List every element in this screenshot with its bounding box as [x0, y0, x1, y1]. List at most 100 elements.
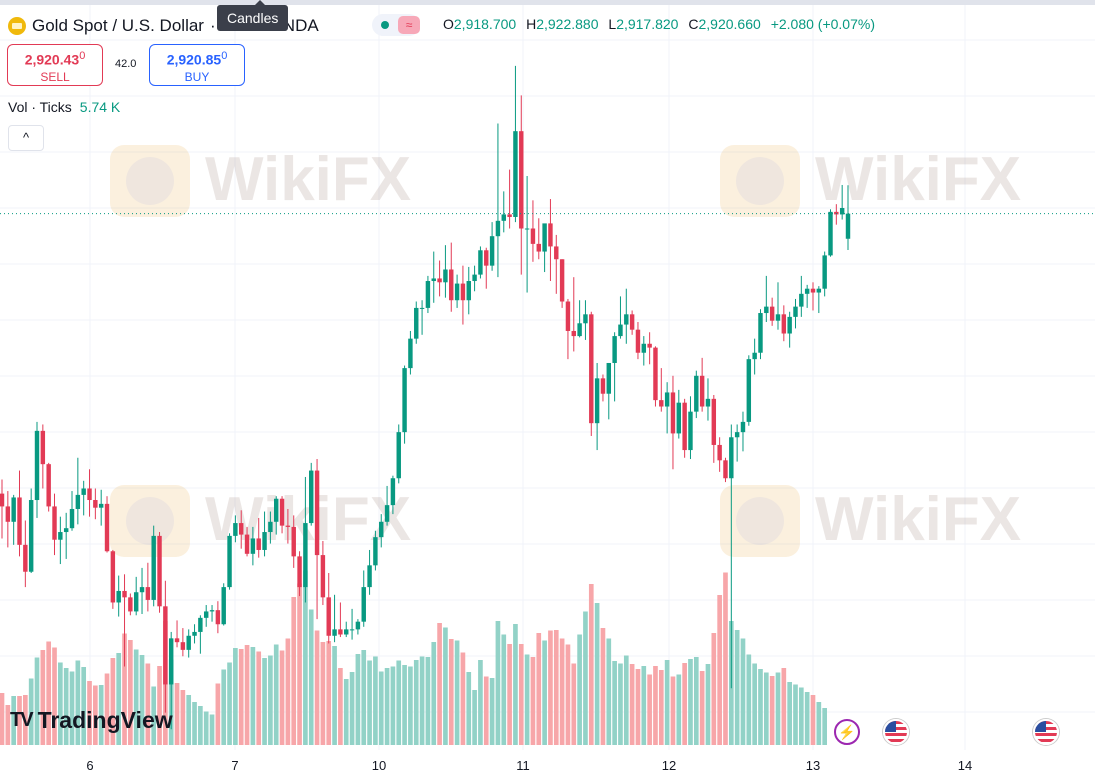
sell-button[interactable]: 2,920.430 SELL: [7, 44, 103, 86]
volume-bar: [215, 683, 221, 745]
candle-body: [717, 444, 722, 461]
x-tick-label: 11: [516, 758, 530, 773]
candle-body: [524, 228, 530, 230]
volume-bar: [203, 711, 209, 745]
volume-bar: [367, 660, 372, 745]
candle-body: [414, 307, 419, 339]
volume-bar: [87, 681, 92, 745]
brand-name: TradingView: [37, 707, 173, 733]
tradingview-logo[interactable]: TV TradingView: [10, 707, 173, 734]
volume-bar: [542, 640, 547, 745]
candle-body: [285, 525, 291, 527]
volume-bar: [711, 633, 717, 745]
x-tick-label: 13: [805, 758, 821, 773]
open-value: 2,918.700: [453, 16, 517, 32]
candle-body: [443, 269, 448, 283]
wikifx-watermark: WikiFX: [720, 485, 1021, 557]
volume-bar: [647, 674, 652, 745]
svg-text:WikiFX: WikiFX: [815, 485, 1021, 554]
candle-body: [314, 470, 320, 556]
volume-bar: [460, 652, 466, 745]
candle-body: [758, 313, 763, 353]
volume-bar: [192, 702, 197, 745]
candle-body: [828, 211, 833, 256]
candle-body: [151, 535, 156, 600]
candle-body: [816, 288, 822, 293]
candle-body: [501, 214, 506, 221]
candle-body: [390, 478, 396, 506]
candle-body: [781, 314, 787, 334]
candle-body: [104, 503, 110, 552]
candle-body: [530, 228, 536, 244]
volume-bar: [472, 690, 477, 745]
candle-body: [186, 635, 191, 650]
candle-body: [734, 432, 740, 438]
low-value: 2,917.820: [616, 16, 679, 32]
volume-bar: [787, 682, 792, 745]
volume-bar: [256, 651, 262, 745]
candle-body: [577, 323, 582, 337]
volume-bar: [145, 663, 151, 745]
candle-body: [198, 617, 203, 632]
market-status[interactable]: ≈: [372, 14, 420, 36]
volume-bar: [781, 668, 787, 745]
volume-label: Vol · Ticks: [8, 99, 72, 115]
us-flag-event-icon[interactable]: [883, 719, 909, 745]
x-tick-label: 6: [86, 758, 94, 773]
collapse-legend-button[interactable]: ^: [8, 125, 44, 151]
candle-body: [268, 521, 273, 533]
buy-price: 2,920.850: [166, 50, 228, 68]
buy-label: BUY: [184, 69, 210, 84]
volume-bar: [52, 647, 57, 745]
x-tick-label: 14: [957, 758, 973, 773]
candle-body: [688, 411, 693, 451]
volume-bar: [338, 668, 343, 745]
volume-bar: [816, 702, 822, 745]
volume-bar: [314, 630, 320, 745]
candle-body: [600, 378, 606, 394]
volume-bar: [122, 633, 127, 745]
candle-body: [23, 544, 28, 572]
wikifx-watermark: WikiFX: [110, 145, 411, 217]
volume-bar: [180, 690, 186, 745]
volume-bar: [810, 695, 816, 745]
sell-label: SELL: [40, 69, 70, 84]
volume-bar: [186, 695, 192, 745]
candle-body: [309, 470, 314, 524]
volume-bar: [658, 670, 664, 745]
volume-bar: [530, 657, 536, 745]
volume-bar: [343, 679, 349, 745]
candle-body: [565, 301, 571, 331]
wikifx-watermark: WikiFX: [720, 145, 1021, 217]
volume-bar: [273, 644, 279, 745]
market-open-icon: [381, 21, 389, 29]
volume-bar: [244, 645, 250, 745]
candle-body: [419, 307, 425, 309]
candle-body: [699, 375, 705, 407]
candle-body: [297, 556, 302, 588]
buy-button[interactable]: 2,920.850 BUY: [149, 44, 245, 86]
event-lightning-icon[interactable]: ⚡: [834, 719, 860, 745]
volume-bar: [268, 655, 273, 745]
symbol-name[interactable]: Gold Spot / U.S. Dollar: [32, 16, 204, 35]
candle-body: [5, 506, 11, 522]
candle-body: [279, 498, 285, 526]
candle-body: [810, 288, 816, 293]
candle-body: [472, 274, 477, 282]
volume-bar: [431, 642, 437, 745]
us-flag-event-icon[interactable]: [1033, 719, 1059, 745]
candle-body: [52, 506, 57, 540]
volume-bar: [384, 668, 390, 745]
candle-body: [559, 259, 565, 302]
volume-bar: [793, 684, 798, 745]
volume-bar: [285, 638, 291, 745]
svg-text:WikiFX: WikiFX: [815, 145, 1021, 214]
volume-bar: [822, 708, 827, 745]
candle-body: [75, 494, 81, 509]
volume-bar: [63, 668, 69, 745]
volume-legend[interactable]: Vol · Ticks 5.74 K: [8, 99, 120, 115]
top-border: [0, 0, 1095, 5]
volume-bar: [0, 693, 5, 745]
volume-bar: [466, 672, 472, 745]
